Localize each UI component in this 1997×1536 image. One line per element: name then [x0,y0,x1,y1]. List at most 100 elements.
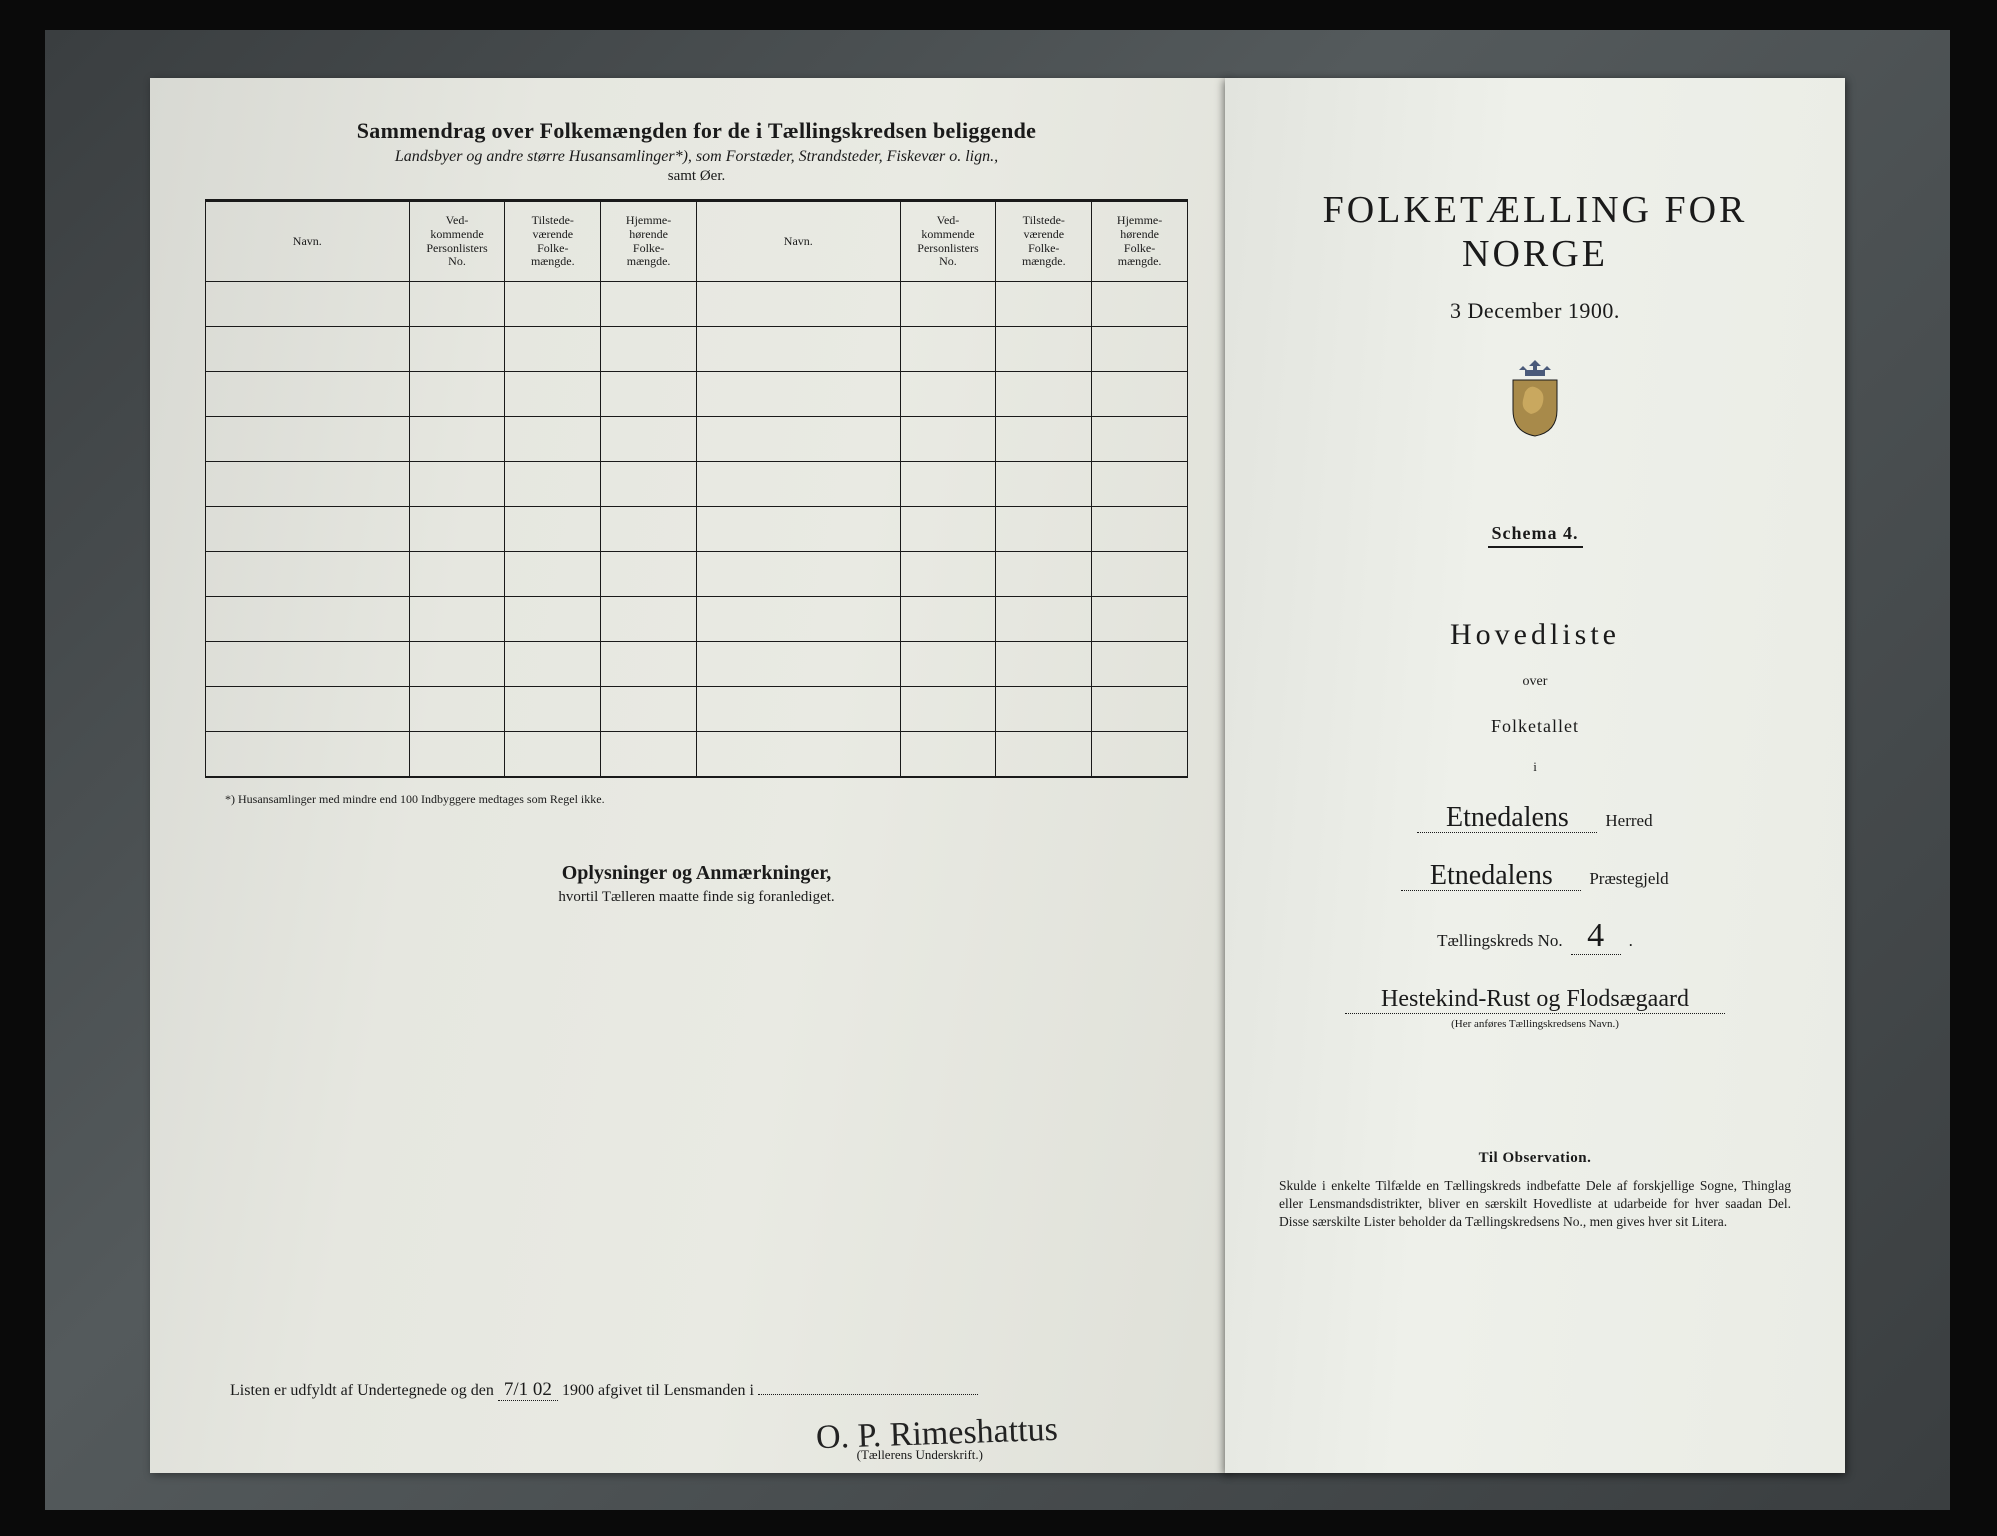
herred-label: Herred [1605,811,1652,831]
table-footnote: *) Husansamlinger med mindre end 100 Ind… [205,792,1188,807]
table-cell [206,552,410,597]
schema-label: Schema 4. [1488,523,1583,548]
table-cell [206,687,410,732]
table-row [206,687,1188,732]
table-cell [900,282,996,327]
table-cell [206,327,410,372]
left-page: Sammendrag over Folkemængden for de i Tæ… [150,78,1228,1473]
table-cell [696,372,900,417]
table-cell [900,462,996,507]
table-header-cell: Tilstede-værendeFolke-mængde. [996,202,1092,282]
coat-of-arms-icon [1505,358,1565,443]
sign-prefix: Listen er udfyldt af Undertegnede og den [230,1382,494,1399]
table-cell [900,552,996,597]
table-cell [409,642,505,687]
table-cell [1092,552,1188,597]
table-cell [505,552,601,597]
left-heading-sub2: samt Øer. [205,168,1188,185]
table-cell [206,597,410,642]
table-cell [409,732,505,777]
table-cell [409,507,505,552]
table-cell [996,462,1092,507]
table-cell [206,642,410,687]
table-cell [505,732,601,777]
table-cell [900,417,996,462]
table-cell [505,372,601,417]
table-cell [409,327,505,372]
table-cell [601,552,697,597]
table-cell [206,507,410,552]
kreds-name-note: (Her anføres Tællingskredsens Navn.) [1275,1018,1795,1030]
praestegjeld-field: Etnedalens Præstegjeld [1275,863,1795,891]
table-cell [601,462,697,507]
table-cell [996,282,1092,327]
observation-heading: Til Observation. [1275,1150,1795,1167]
table-header-cell: Hjemme-hørendeFolke-mængde. [601,202,697,282]
remarks-heading: Oplysninger og Anmærkninger, [205,862,1188,885]
table-row [206,327,1188,372]
table-cell [505,507,601,552]
table-cell [900,507,996,552]
table-row [206,732,1188,777]
praestegjeld-value: Etnedalens [1401,863,1581,891]
table-row [206,597,1188,642]
table-row [206,462,1188,507]
photo-frame: Sammendrag over Folkemængden for de i Tæ… [45,30,1950,1510]
table-cell [696,642,900,687]
table-cell [601,687,697,732]
sign-date-hand: 7/1 02 [498,1379,558,1401]
left-heading-sub: Landsbyer og andre større Husansamlinger… [205,148,1188,166]
table-row [206,642,1188,687]
table-cell [206,417,410,462]
hovedliste-heading: Hovedliste [1275,618,1795,652]
table-cell [409,417,505,462]
table-cell [696,597,900,642]
table-row [206,282,1188,327]
table-cell [696,552,900,597]
table-header-cell: Navn. [696,202,900,282]
praestegjeld-label: Præstegjeld [1589,869,1668,889]
census-title: FOLKETÆLLING FOR NORGE [1275,188,1795,276]
signature-label: (Tællerens Underskrift.) [857,1447,983,1463]
kreds-name-value: Hestekind-Rust og Flodsægaard [1345,989,1725,1014]
table-row [206,372,1188,417]
table-cell [900,687,996,732]
table-cell [409,282,505,327]
over-label: over [1275,674,1795,690]
remarks-sub: hvortil Tælleren maatte finde sig foranl… [205,889,1188,906]
table-cell [1092,327,1188,372]
table-cell [505,282,601,327]
table-cell [601,282,697,327]
census-table-wrap: Navn.Ved-kommendePersonlistersNo.Tilsted… [205,199,1188,778]
table-cell [206,282,410,327]
table-header-cell: Ved-kommendePersonlistersNo. [900,202,996,282]
table-cell [1092,687,1188,732]
table-cell [996,507,1092,552]
kreds-name-field: Hestekind-Rust og Flodsægaard [1275,989,1795,1014]
left-heading-block: Sammendrag over Folkemængden for de i Tæ… [205,118,1188,185]
table-cell [900,642,996,687]
table-cell [206,732,410,777]
table-cell [409,552,505,597]
table-cell [505,597,601,642]
table-cell [1092,732,1188,777]
table-cell [996,417,1092,462]
table-cell [601,642,697,687]
table-cell [206,462,410,507]
table-cell [696,417,900,462]
table-cell [409,462,505,507]
kreds-number: 4 [1571,921,1621,955]
table-cell [900,327,996,372]
table-cell [601,417,697,462]
kreds-field: Tællingskreds No. 4 . [1275,921,1795,955]
table-cell [409,372,505,417]
table-cell [696,732,900,777]
observation-text: Skulde i enkelte Tilfælde en Tællingskre… [1275,1177,1795,1232]
table-cell [505,687,601,732]
table-cell [1092,417,1188,462]
table-cell [601,732,697,777]
table-cell [1092,597,1188,642]
table-cell [996,327,1092,372]
table-cell [696,282,900,327]
table-cell [996,687,1092,732]
